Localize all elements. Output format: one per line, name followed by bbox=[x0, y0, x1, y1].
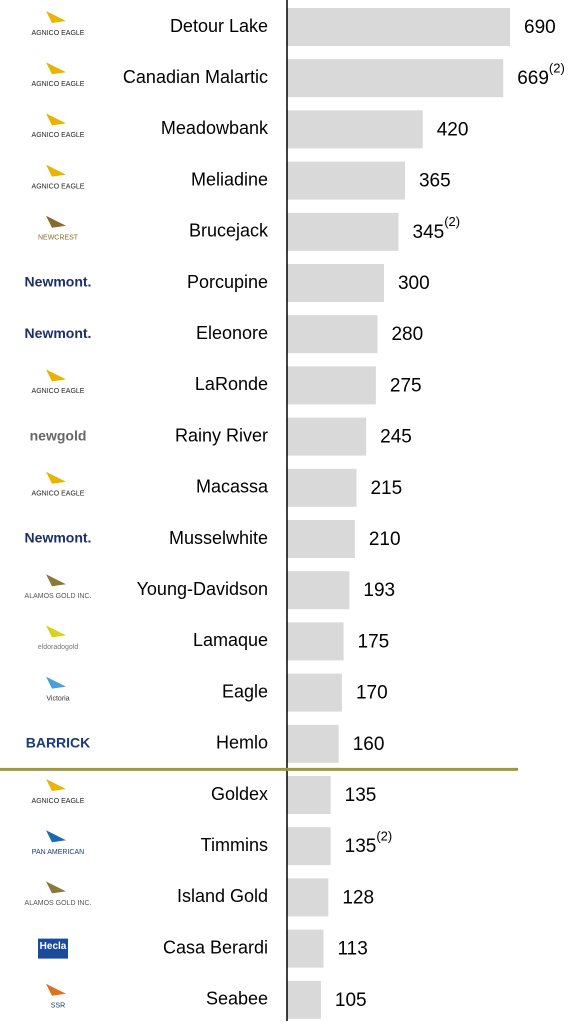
value-label: 280 bbox=[391, 324, 423, 345]
logo-text: SSR bbox=[51, 1003, 65, 1010]
bar bbox=[287, 212, 399, 251]
value-label: 135 bbox=[345, 785, 377, 806]
value-label: 365 bbox=[419, 171, 451, 192]
category-label: Meliadine bbox=[191, 169, 268, 189]
logo-text: NEWCREST bbox=[38, 235, 79, 242]
logo-text: ALAMOS GOLD INC. bbox=[25, 593, 92, 600]
footnote-mark: (2) bbox=[444, 214, 460, 229]
logo-text: AGNICO EAGLE bbox=[32, 491, 85, 498]
logo-icon bbox=[46, 676, 66, 689]
category-label: Goldex bbox=[211, 784, 268, 804]
value-label: 193 bbox=[363, 580, 395, 601]
value-label: 275 bbox=[390, 375, 422, 396]
category-label: Rainy River bbox=[175, 425, 268, 445]
logo-text: Newmont. bbox=[25, 274, 92, 290]
category-label: Timmins bbox=[201, 835, 268, 855]
category-label: Hemlo bbox=[216, 733, 268, 753]
logo-badge bbox=[38, 938, 68, 959]
logo-text: AGNICO EAGLE bbox=[32, 132, 85, 139]
category-label: Detour Lake bbox=[170, 16, 268, 36]
logo-text: AGNICO EAGLE bbox=[32, 183, 85, 190]
category-label: Eagle bbox=[222, 681, 268, 701]
bar bbox=[287, 776, 331, 814]
bar bbox=[287, 8, 510, 46]
logo-text: Victoria bbox=[46, 695, 69, 702]
logo-icon bbox=[46, 830, 66, 843]
logo-icon bbox=[46, 471, 66, 484]
logo-text: newgold bbox=[30, 427, 87, 443]
logo-icon bbox=[46, 113, 66, 126]
category-label: Brucejack bbox=[189, 221, 269, 241]
bar bbox=[287, 59, 504, 98]
logo-icon bbox=[46, 369, 66, 382]
logo-text: AGNICO EAGLE bbox=[32, 30, 85, 37]
value-label: 669 bbox=[517, 68, 549, 89]
logo-text: ALAMOS GOLD INC. bbox=[25, 900, 92, 907]
value-label: 175 bbox=[358, 631, 390, 652]
value-label: 113 bbox=[338, 939, 368, 960]
value-label: 690 bbox=[524, 17, 556, 38]
category-label: Island Gold bbox=[177, 886, 268, 906]
bar bbox=[287, 417, 367, 456]
logo-text: Newmont. bbox=[25, 530, 92, 546]
category-label: Casa Berardi bbox=[163, 937, 268, 957]
logo-icon bbox=[46, 983, 66, 996]
logo-icon bbox=[46, 215, 66, 228]
logo-text: PAN AMERICAN bbox=[32, 849, 84, 856]
bar bbox=[287, 110, 423, 149]
logo-text: BARRICK bbox=[26, 735, 91, 751]
value-label: 160 bbox=[353, 734, 385, 755]
logo-icon bbox=[46, 779, 66, 791]
value-label: 215 bbox=[370, 478, 402, 499]
logo-icon bbox=[46, 62, 66, 75]
logo-text: Hecla bbox=[40, 941, 67, 952]
category-label: Porcupine bbox=[187, 272, 268, 292]
category-label: Young-Davidson bbox=[137, 579, 268, 599]
category-label: Macassa bbox=[196, 477, 269, 497]
value-label: 210 bbox=[369, 529, 401, 550]
footnote-mark: (2) bbox=[549, 61, 565, 76]
bar bbox=[287, 980, 321, 1019]
value-label: 105 bbox=[335, 990, 367, 1011]
bar bbox=[287, 264, 384, 302]
value-label: 345 bbox=[413, 222, 445, 243]
bar bbox=[287, 161, 405, 200]
footnote-mark: (2) bbox=[376, 829, 392, 844]
logo-icon bbox=[46, 574, 66, 587]
value-label: 245 bbox=[380, 427, 412, 448]
logo-icon bbox=[46, 625, 66, 638]
value-label: 300 bbox=[398, 273, 430, 294]
bar bbox=[287, 929, 324, 968]
bar bbox=[287, 468, 357, 507]
bar bbox=[287, 315, 378, 354]
category-label: Seabee bbox=[206, 989, 268, 1009]
logo-text: AGNICO EAGLE bbox=[32, 81, 85, 88]
value-label: 135 bbox=[345, 836, 377, 857]
category-label: LaRonde bbox=[195, 374, 268, 394]
logo-icon bbox=[46, 164, 66, 177]
value-label: 128 bbox=[342, 887, 374, 908]
bar bbox=[287, 673, 342, 712]
logo-text: AGNICO EAGLE bbox=[32, 798, 85, 805]
logo-text: AGNICO EAGLE bbox=[32, 388, 85, 395]
logo-icon bbox=[46, 11, 66, 23]
logo-text: Newmont. bbox=[25, 325, 92, 341]
value-label: 420 bbox=[437, 119, 469, 140]
bar bbox=[287, 622, 344, 661]
value-label: 170 bbox=[356, 683, 388, 704]
category-label: Lamaque bbox=[193, 630, 268, 650]
bar bbox=[287, 366, 376, 405]
category-label: Canadian Malartic bbox=[123, 67, 268, 87]
bar bbox=[287, 520, 355, 558]
logo-icon bbox=[46, 881, 66, 894]
logo-text: eldoradogold bbox=[38, 644, 79, 651]
category-label: Meadowbank bbox=[161, 118, 269, 138]
category-label: Eleonore bbox=[196, 323, 268, 343]
bar bbox=[287, 724, 339, 763]
bar bbox=[287, 571, 350, 610]
bar bbox=[287, 827, 331, 866]
bar bbox=[287, 878, 329, 917]
category-label: Musselwhite bbox=[169, 528, 268, 548]
